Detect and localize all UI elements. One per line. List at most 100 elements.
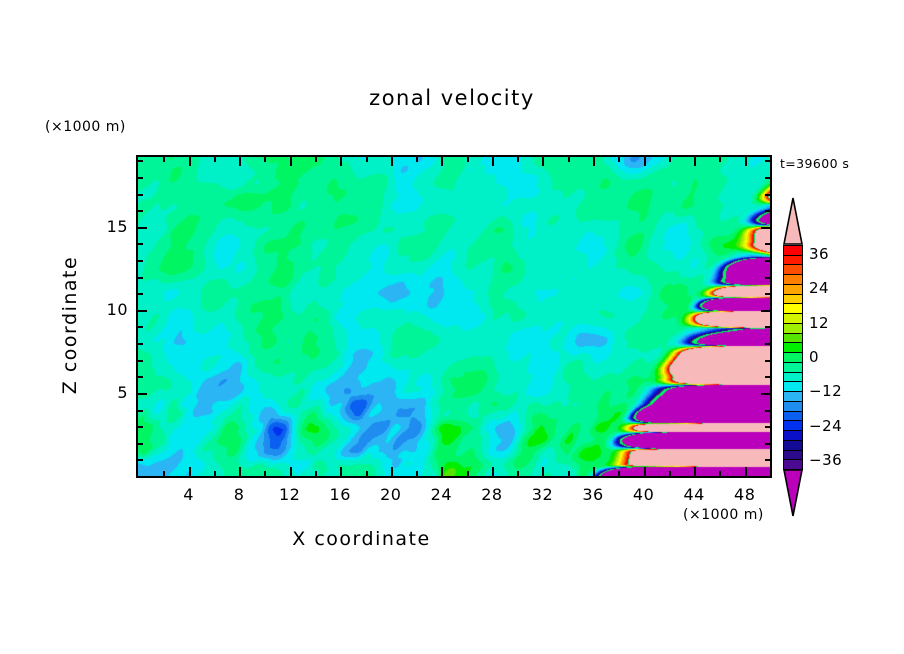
x-tick xyxy=(290,157,292,166)
x-tick-label: 36 xyxy=(582,485,604,504)
x-tick xyxy=(189,157,191,166)
y-tick xyxy=(138,227,147,229)
y-tick-label: 10 xyxy=(106,299,128,319)
x-tick xyxy=(366,157,368,162)
x-tick-label: 8 xyxy=(233,485,245,504)
contour-plot-area xyxy=(136,155,772,478)
x-tick xyxy=(492,157,494,166)
x-tick xyxy=(391,467,393,476)
x-tick xyxy=(340,467,342,476)
colorbar-label: 36 xyxy=(809,244,830,263)
y-tick xyxy=(138,194,143,196)
y-tick xyxy=(765,376,770,378)
y-tick xyxy=(765,426,770,428)
y-tick xyxy=(765,210,770,212)
x-tick-label: 12 xyxy=(278,485,301,504)
y-tick xyxy=(765,360,770,362)
x-tick xyxy=(189,467,191,476)
y-tick xyxy=(138,210,143,212)
y-tick xyxy=(765,194,770,196)
x-tick xyxy=(593,157,595,166)
x-tick xyxy=(694,157,696,166)
page-title: zonal velocity xyxy=(369,86,535,110)
y-tick xyxy=(761,393,770,395)
x-tick xyxy=(214,471,216,476)
y-tick xyxy=(765,459,770,461)
x-tick xyxy=(492,467,494,476)
y-axis-unit-label: (×1000 m) xyxy=(45,119,126,135)
colorbar-label: −12 xyxy=(809,382,843,401)
y-tick xyxy=(765,410,770,412)
x-tick xyxy=(214,157,216,162)
timestamp-annotation: t=39600 s xyxy=(780,156,850,171)
colorbar-cap-bottom xyxy=(783,469,803,517)
x-tick-label: 32 xyxy=(531,485,554,504)
y-tick xyxy=(765,293,770,295)
y-tick xyxy=(138,376,143,378)
y-tick xyxy=(765,243,770,245)
x-tick xyxy=(669,157,671,162)
x-tick xyxy=(745,157,747,166)
x-tick-label: 20 xyxy=(380,485,402,504)
x-tick xyxy=(694,467,696,476)
y-tick xyxy=(138,177,143,179)
y-tick xyxy=(138,410,143,412)
x-tick xyxy=(719,157,721,162)
x-tick xyxy=(239,467,241,476)
x-tick-label: 44 xyxy=(683,485,705,504)
y-tick xyxy=(138,310,147,312)
x-axis-title: X coordinate xyxy=(292,528,431,550)
x-tick xyxy=(517,471,519,476)
x-tick xyxy=(264,157,266,162)
x-tick-label: 24 xyxy=(430,485,453,504)
y-tick xyxy=(138,260,143,262)
y-tick xyxy=(138,360,143,362)
x-tick xyxy=(441,467,443,476)
x-tick xyxy=(391,157,393,166)
x-tick-label: 4 xyxy=(183,485,194,504)
y-tick xyxy=(138,293,143,295)
x-tick xyxy=(568,157,570,162)
x-tick xyxy=(290,467,292,476)
x-tick xyxy=(669,471,671,476)
y-tick xyxy=(138,326,143,328)
colorbar-label: 24 xyxy=(809,279,830,298)
x-tick xyxy=(264,471,266,476)
y-tick xyxy=(138,243,143,245)
y-tick xyxy=(138,443,143,445)
x-tick xyxy=(467,157,469,162)
x-tick-label: 28 xyxy=(481,485,503,504)
colorbar: 36 24 12 0 −12 −24 −36 xyxy=(783,197,842,517)
y-tick xyxy=(138,343,143,345)
x-tick xyxy=(163,157,165,162)
x-tick xyxy=(441,157,443,166)
y-tick xyxy=(138,459,143,461)
x-tick xyxy=(416,157,418,162)
x-tick xyxy=(542,157,544,166)
x-tick xyxy=(644,157,646,166)
x-tick-label: 40 xyxy=(632,485,655,504)
x-tick xyxy=(467,471,469,476)
y-axis-title: Z coordinate xyxy=(59,255,81,395)
y-tick xyxy=(138,160,143,162)
x-tick xyxy=(366,471,368,476)
x-tick-label: 16 xyxy=(329,485,351,504)
x-tick xyxy=(542,467,544,476)
y-tick xyxy=(765,177,770,179)
y-tick-label: 15 xyxy=(106,216,128,236)
x-tick xyxy=(315,471,317,476)
x-tick xyxy=(618,471,620,476)
y-tick xyxy=(765,443,770,445)
x-tick xyxy=(416,471,418,476)
y-tick xyxy=(765,326,770,328)
y-tick xyxy=(138,393,147,395)
x-tick xyxy=(618,157,620,162)
contour-field xyxy=(138,157,770,476)
y-tick xyxy=(765,260,770,262)
y-tick xyxy=(138,426,143,428)
y-tick xyxy=(761,227,770,229)
y-tick xyxy=(761,310,770,312)
y-tick xyxy=(765,277,770,279)
x-tick xyxy=(517,157,519,162)
colorbar-label: 12 xyxy=(809,313,830,332)
